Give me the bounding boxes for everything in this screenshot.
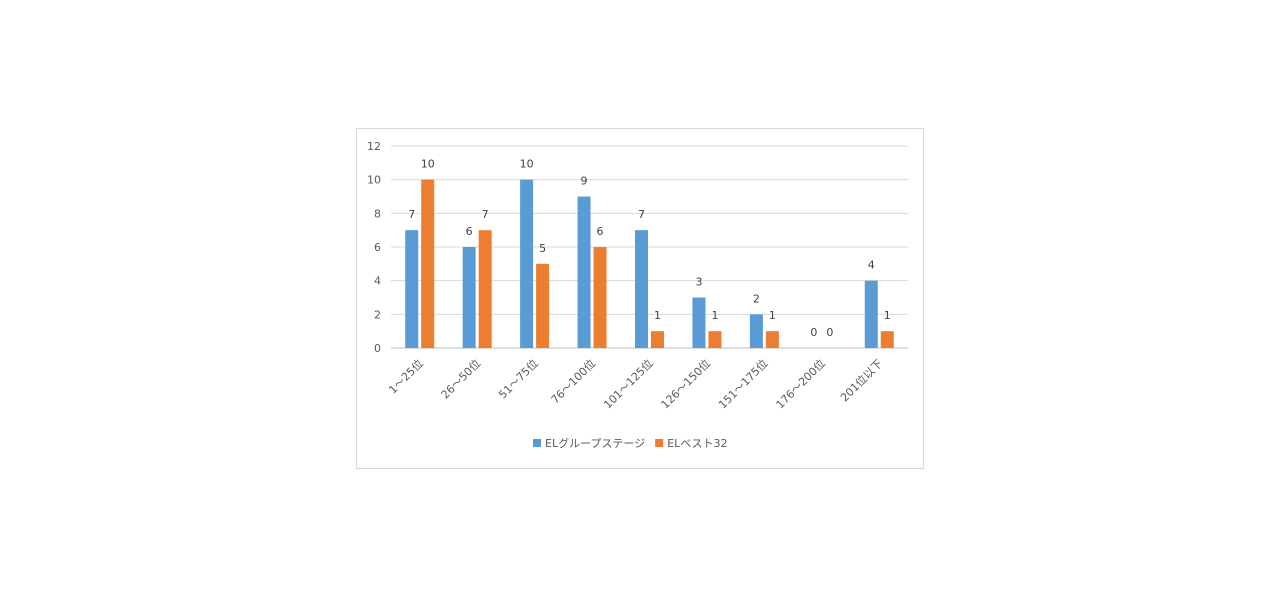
x-tick-label: 126〜150位 bbox=[658, 356, 713, 411]
bar bbox=[880, 331, 894, 348]
data-label: 1 bbox=[769, 309, 776, 322]
bar bbox=[462, 247, 476, 348]
data-label: 0 bbox=[810, 326, 817, 339]
bar bbox=[478, 230, 492, 348]
x-tick-label: 151〜175位 bbox=[715, 356, 770, 411]
y-tick-label: 0 bbox=[374, 342, 381, 355]
data-label: 0 bbox=[826, 326, 833, 339]
bar bbox=[708, 331, 722, 348]
y-tick-label: 8 bbox=[374, 207, 381, 220]
data-label: 3 bbox=[695, 276, 702, 289]
bar bbox=[765, 331, 779, 348]
bar bbox=[593, 247, 607, 348]
bar bbox=[864, 280, 878, 348]
data-label: 1 bbox=[654, 309, 661, 322]
bar bbox=[520, 179, 534, 348]
bar bbox=[405, 230, 419, 348]
y-tick-label: 4 bbox=[374, 275, 381, 288]
bar bbox=[635, 230, 648, 348]
legend-entry: ELベスト32 bbox=[667, 437, 727, 450]
x-tick-label: 1〜25位 bbox=[386, 356, 426, 396]
data-label: 4 bbox=[868, 259, 875, 272]
data-label: 7 bbox=[408, 208, 415, 221]
data-label: 10 bbox=[520, 158, 534, 171]
data-label: 7 bbox=[638, 208, 645, 221]
y-tick-label: 10 bbox=[367, 174, 381, 187]
data-label: 10 bbox=[421, 158, 435, 171]
legend-swatch bbox=[533, 439, 541, 447]
legend-entry: ELグループステージ bbox=[545, 436, 645, 450]
bar bbox=[749, 314, 763, 348]
data-label: 9 bbox=[581, 175, 588, 188]
x-tick-label: 51〜75位 bbox=[495, 356, 540, 401]
bar-chart: 0246810127101〜25位6726〜50位10551〜75位9676〜1… bbox=[367, 140, 908, 450]
data-label: 5 bbox=[539, 242, 546, 255]
y-tick-label: 2 bbox=[374, 308, 381, 321]
bar bbox=[577, 196, 591, 348]
chart-frame: 0 2 4 6 8 10 12 7 10 1〜25位 6 7 26〜50位 10 5 51〜75位 9 6 76〜1… bbox=[356, 128, 924, 469]
data-label: 1 bbox=[884, 309, 891, 322]
data-label: 2 bbox=[753, 292, 760, 305]
x-tick-label: 201位以下 bbox=[837, 356, 885, 404]
x-tick-label: 176〜200位 bbox=[773, 356, 828, 411]
bar bbox=[536, 263, 550, 348]
bar bbox=[421, 179, 435, 348]
data-label: 1 bbox=[711, 309, 718, 322]
bar bbox=[692, 297, 706, 348]
data-label: 7 bbox=[482, 208, 489, 221]
bar bbox=[651, 331, 664, 348]
y-tick-label: 12 bbox=[367, 140, 381, 153]
data-label: 6 bbox=[466, 225, 473, 238]
x-tick-label: 76〜100位 bbox=[548, 356, 598, 406]
y-tick-label: 6 bbox=[374, 241, 381, 254]
legend-swatch bbox=[655, 439, 664, 447]
x-tick-label: 101〜125位 bbox=[600, 356, 655, 411]
x-tick-label: 26〜50位 bbox=[438, 356, 483, 401]
data-label: 6 bbox=[597, 225, 604, 238]
